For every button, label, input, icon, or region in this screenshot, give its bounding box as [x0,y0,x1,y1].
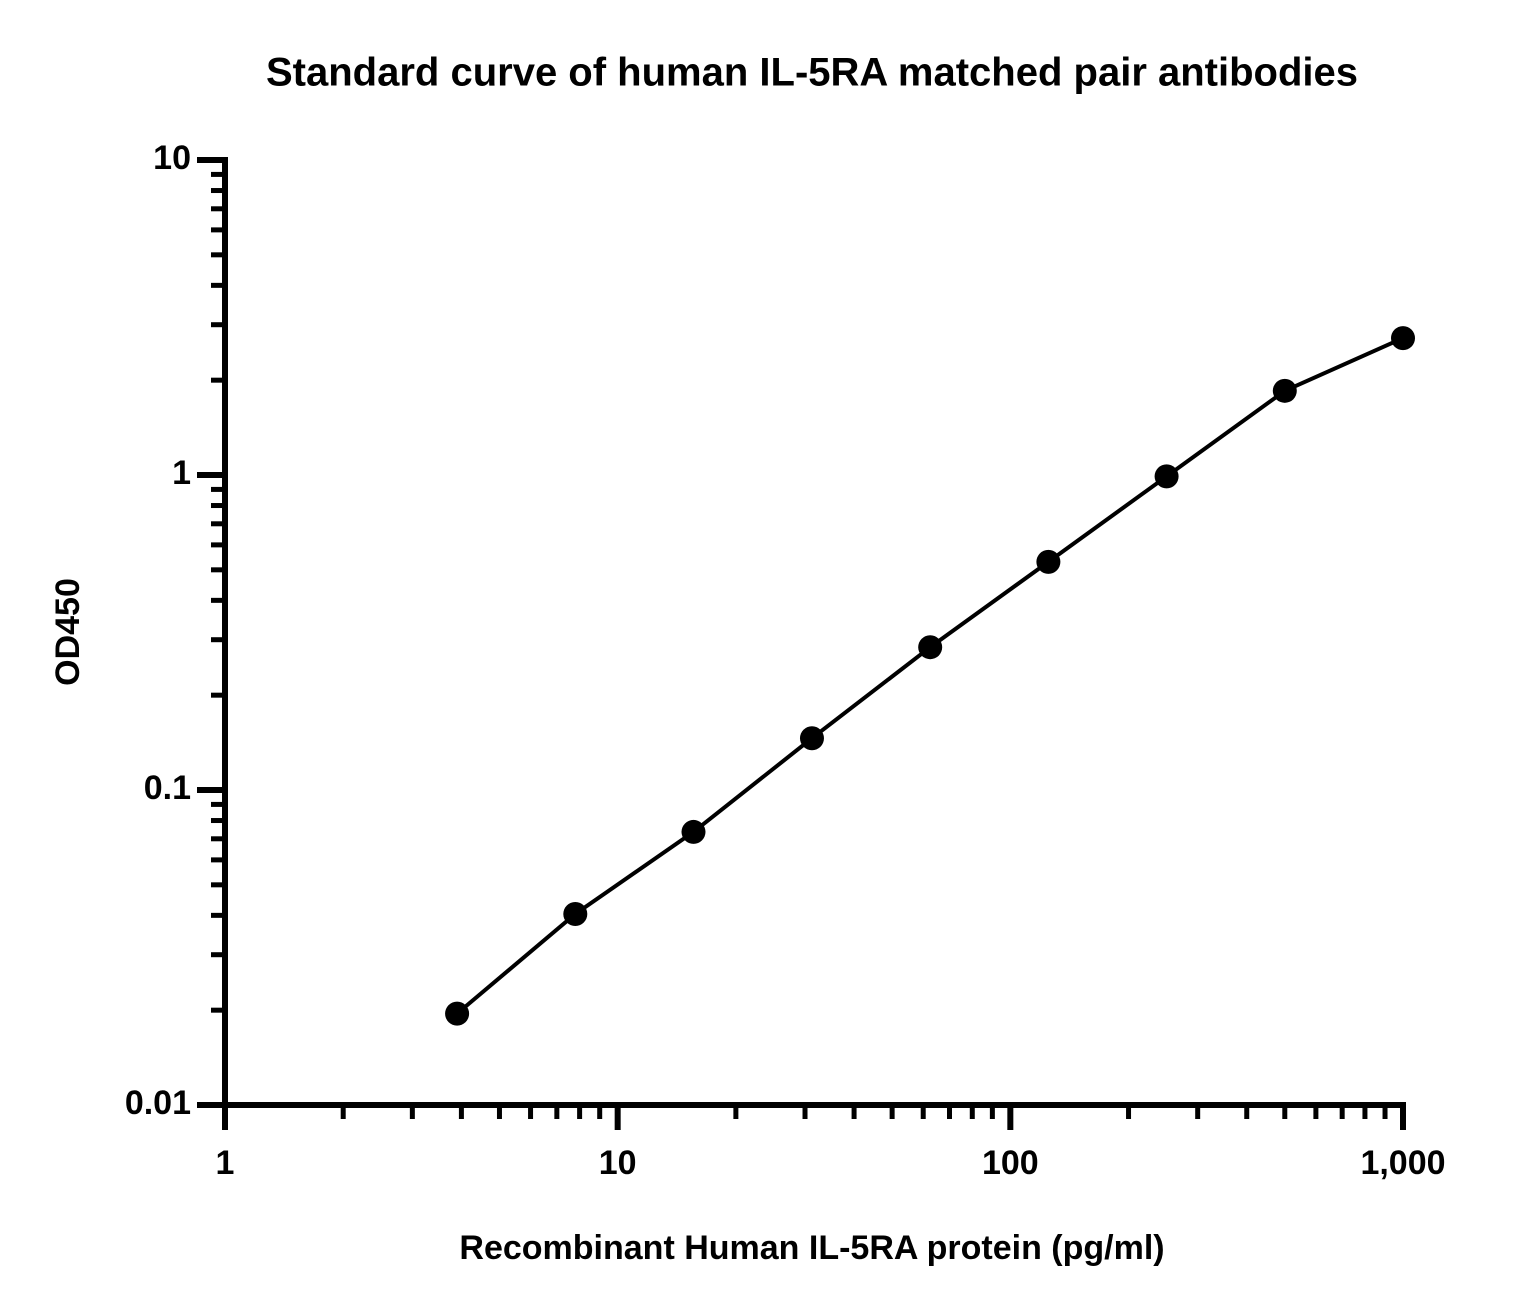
y-tick-label: 0.01 [125,1084,191,1122]
y-tick-label: 10 [153,139,191,177]
data-point [1036,549,1061,574]
x-tick-label: 1,000 [1360,1144,1445,1182]
x-tick-label: 10 [599,1144,637,1182]
data-point [445,1001,470,1026]
y-tick-label: 0.1 [144,769,191,807]
data-point [918,635,943,660]
data-point [799,726,824,751]
data-point [1391,326,1415,351]
x-axis-label: Recombinant Human IL-5RA protein (pg/ml) [459,1229,1164,1267]
y-axis-label: OD450 [49,578,87,686]
chart-title: Standard curve of human IL-5RA matched p… [266,51,1358,95]
data-point [1272,378,1297,403]
data-point [563,901,588,926]
x-tick-label: 1 [216,1144,235,1182]
y-tick-label: 1 [172,454,191,492]
curve [455,336,1404,1016]
data-point [1154,464,1179,489]
x-tick-label: 100 [982,1144,1039,1182]
data-point [681,819,706,844]
